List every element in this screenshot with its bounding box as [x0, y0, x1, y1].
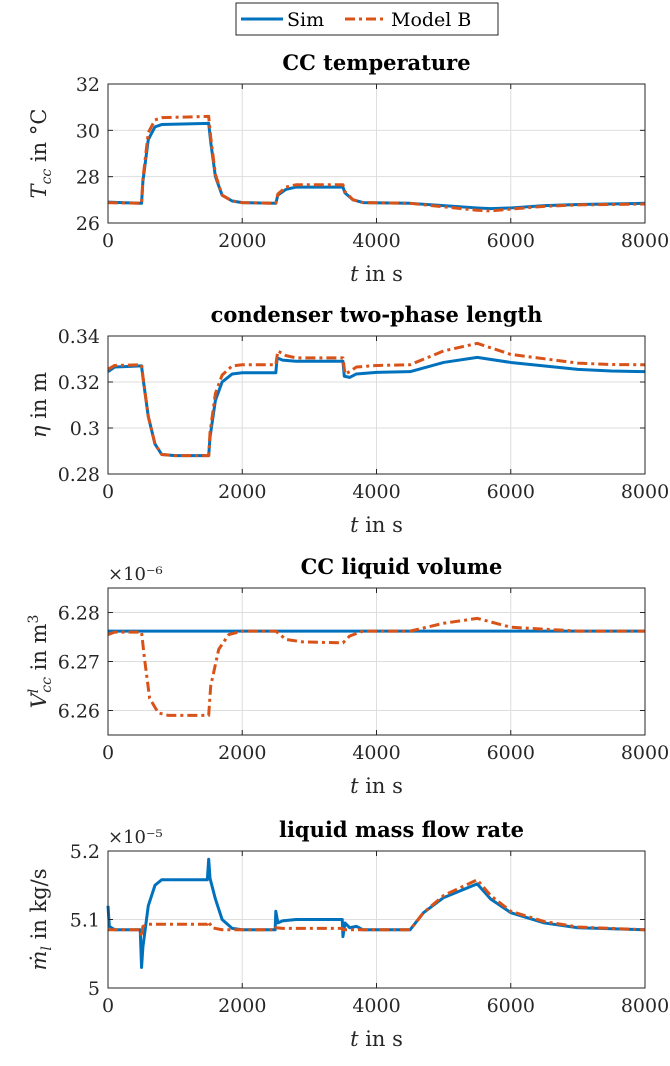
x-tick-label: 6000 [487, 742, 535, 764]
chart-panel-4: 0 2000 4000 6000 8000 5 5.1 5.2 ×10⁻⁵ liquid mass… [27, 817, 669, 1051]
legend-label-model-b: Model B [391, 9, 471, 31]
x-axis-label: t in s [350, 513, 403, 537]
y-axis-label: η in m [27, 372, 51, 438]
x-tick-label: 2000 [218, 230, 266, 252]
y-axis-label: ṁl in kg/s [27, 868, 55, 970]
x-axis-label: t in s [350, 1027, 403, 1051]
y-axis-label: Vlcc in m3 [26, 615, 55, 709]
chart-title: CC liquid volume [301, 554, 503, 579]
y-tick-label: 26 [76, 213, 100, 235]
series-line-model-b [108, 878, 646, 939]
chart-title: liquid mass flow rate [279, 817, 524, 842]
y-tick-label: 0.32 [58, 372, 100, 394]
y-tick-label: 5.1 [70, 910, 100, 932]
series-line-sim [106, 857, 646, 969]
x-tick-label: 4000 [352, 995, 400, 1017]
y-tick-label: 0.34 [58, 326, 100, 348]
y-tick-label: 28 [76, 167, 100, 189]
x-tick-label: 4000 [352, 230, 400, 252]
x-tick-label: 6000 [487, 481, 535, 503]
x-tick-label: 0 [102, 995, 114, 1017]
chart-panel-1: 0 2000 4000 6000 8000 26 28 30 32 CC temperature t… [27, 50, 669, 286]
y-tick-label: 6.26 [58, 701, 100, 723]
axis-exponent: ×10⁻⁶ [108, 564, 163, 585]
x-tick-label: 6000 [487, 230, 535, 252]
x-tick-label: 0 [102, 481, 114, 503]
series-line-model-b [107, 114, 646, 213]
x-tick-label: 2000 [218, 995, 266, 1017]
chart-title: CC temperature [282, 50, 470, 75]
y-tick-label: 32 [76, 74, 100, 96]
panels: 0 2000 4000 6000 8000 26 28 30 32 CC temperature t… [26, 50, 669, 1051]
x-tick-label: 2000 [218, 481, 266, 503]
y-tick-label: 6.28 [58, 603, 100, 625]
x-tick-label: 8000 [621, 742, 669, 764]
x-tick-label: 8000 [621, 995, 669, 1017]
chart-title: condenser two-phase length [211, 302, 543, 327]
x-tick-label: 8000 [621, 481, 669, 503]
x-tick-label: 6000 [487, 995, 535, 1017]
y-axis-label: Tcc in °C [27, 109, 55, 199]
x-tick-label: 4000 [352, 742, 400, 764]
chart-panel-3: 0 2000 4000 6000 8000 6.26 6.27 6.28 ×10⁻⁶ CC liq… [26, 554, 669, 798]
y-tick-label: 0.28 [58, 464, 100, 486]
x-tick-label: 0 [102, 230, 114, 252]
y-tick-label: 30 [76, 120, 100, 142]
y-tick-label: 0.3 [70, 418, 100, 440]
x-tick-label: 4000 [352, 481, 400, 503]
y-tick-label: 6.27 [58, 652, 100, 674]
series-line-model-b [107, 616, 645, 717]
chart-panel-2: 0 2000 4000 6000 8000 0.28 0.3 0.32 0.34 condense… [27, 302, 669, 537]
axis-exponent: ×10⁻⁵ [108, 827, 163, 848]
x-axis-label: t in s [350, 774, 403, 798]
series-line-model-b [107, 341, 646, 458]
legend-label-sim: Sim [287, 9, 324, 31]
x-tick-label: 8000 [621, 230, 669, 252]
x-axis-label: t in s [350, 262, 403, 286]
x-tick-label: 0 [102, 742, 114, 764]
x-tick-label: 2000 [218, 742, 266, 764]
y-tick-label: 5.2 [70, 841, 100, 863]
legend: Sim Model B [235, 2, 499, 36]
y-tick-label: 5 [88, 978, 100, 1000]
